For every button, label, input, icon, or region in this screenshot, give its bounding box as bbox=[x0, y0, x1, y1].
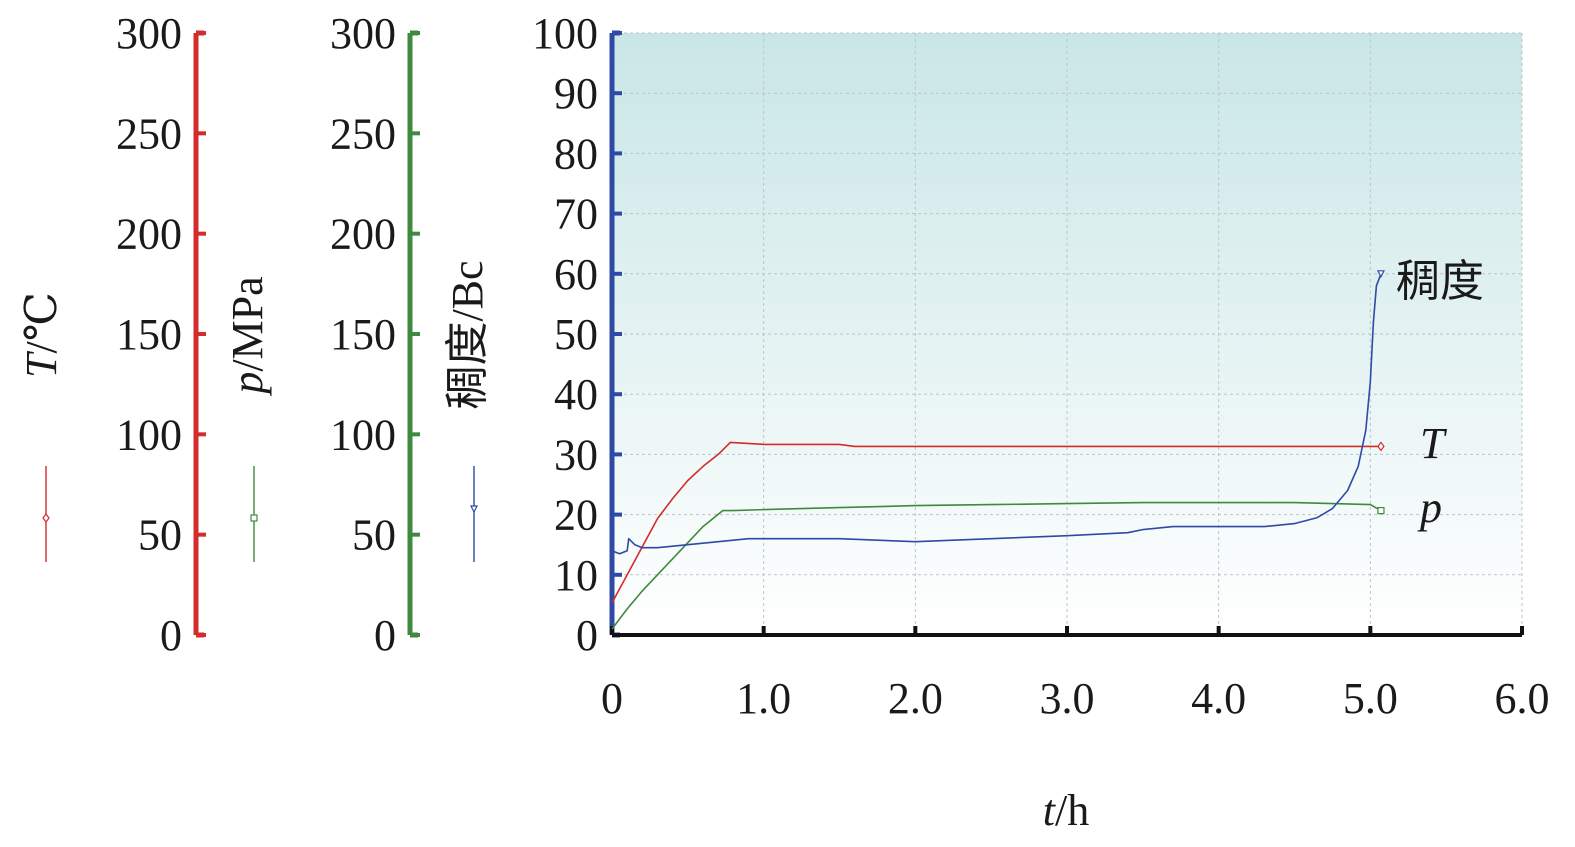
Bc-tick-label: 70 bbox=[554, 190, 598, 239]
T-series-line bbox=[611, 441, 1381, 604]
time-axis-title: t/h bbox=[1043, 786, 1089, 835]
pressure-axis-title: p/MPa bbox=[223, 276, 272, 396]
x-tick-label: 0 bbox=[601, 674, 623, 723]
Bc-tick-label: 60 bbox=[554, 250, 598, 299]
T-legend-marker bbox=[42, 513, 50, 523]
T-end-marker bbox=[1377, 441, 1385, 452]
grid bbox=[612, 32, 1523, 635]
x-tick-label: 1.0 bbox=[736, 674, 791, 723]
consistency-axis: 0 10 20 30 40 50 60 70 80 90 100 bbox=[532, 9, 622, 660]
Bc-series-line bbox=[611, 273, 1382, 555]
x-tick-label: 3.0 bbox=[1040, 674, 1095, 723]
T-tick-label: 200 bbox=[116, 210, 182, 259]
x-tick-label: 5.0 bbox=[1343, 674, 1398, 723]
pressure-axis: 0 50 100 150 200 250 300 bbox=[330, 9, 420, 660]
p-tick-label: 50 bbox=[352, 511, 396, 560]
T-tick-label: 0 bbox=[160, 611, 182, 660]
p-series-line bbox=[611, 501, 1382, 630]
Bc-tick-label: 50 bbox=[554, 310, 598, 359]
temperature-axis-title: T/℃ bbox=[17, 292, 66, 378]
Bc-tick-label: 20 bbox=[554, 491, 598, 540]
Bc-end-marker bbox=[1376, 270, 1385, 279]
p-tick-label: 100 bbox=[330, 410, 396, 459]
Bc-legend-marker bbox=[470, 505, 478, 514]
Bc-tick-label: 90 bbox=[554, 69, 598, 118]
p-tick-label: 200 bbox=[330, 210, 396, 259]
Bc-tick-label: 40 bbox=[554, 370, 598, 419]
p-tick-label: 300 bbox=[330, 9, 396, 58]
temperature-axis: 0 50 100 150 200 250 300 bbox=[116, 9, 206, 660]
Bc-tick-label: 100 bbox=[532, 9, 598, 58]
T-tick-label: 50 bbox=[138, 511, 182, 560]
T-tick-label: 250 bbox=[116, 109, 182, 158]
Bc-tick-label: 10 bbox=[554, 551, 598, 600]
series-layer bbox=[611, 270, 1385, 630]
x-tick-label: 2.0 bbox=[888, 674, 943, 723]
Bc-tick-label: 30 bbox=[554, 430, 598, 479]
Bc-tick-label: 0 bbox=[576, 611, 598, 660]
p-tick-label: 0 bbox=[374, 611, 396, 660]
T-tick-label: 300 bbox=[116, 9, 182, 58]
time-axis: 0 1.0 2.0 3.0 4.0 5.0 6.0 bbox=[601, 626, 1550, 723]
consistency-series-annotation: 稠度 bbox=[1396, 257, 1484, 306]
T-tick-label: 100 bbox=[116, 410, 182, 459]
consistency-axis-title: 稠度/Bc bbox=[443, 260, 492, 409]
p-end-marker bbox=[1377, 506, 1385, 515]
pressure-series-annotation: p bbox=[1417, 483, 1442, 532]
p-tick-label: 150 bbox=[330, 310, 396, 359]
x-tick-label: 4.0 bbox=[1191, 674, 1246, 723]
x-tick-label: 6.0 bbox=[1495, 674, 1550, 723]
Bc-tick-label: 80 bbox=[554, 129, 598, 178]
T-tick-label: 150 bbox=[116, 310, 182, 359]
p-legend-marker bbox=[250, 514, 258, 522]
temperature-series-annotation: T bbox=[1420, 419, 1448, 468]
p-tick-label: 250 bbox=[330, 109, 396, 158]
legend bbox=[42, 466, 478, 562]
